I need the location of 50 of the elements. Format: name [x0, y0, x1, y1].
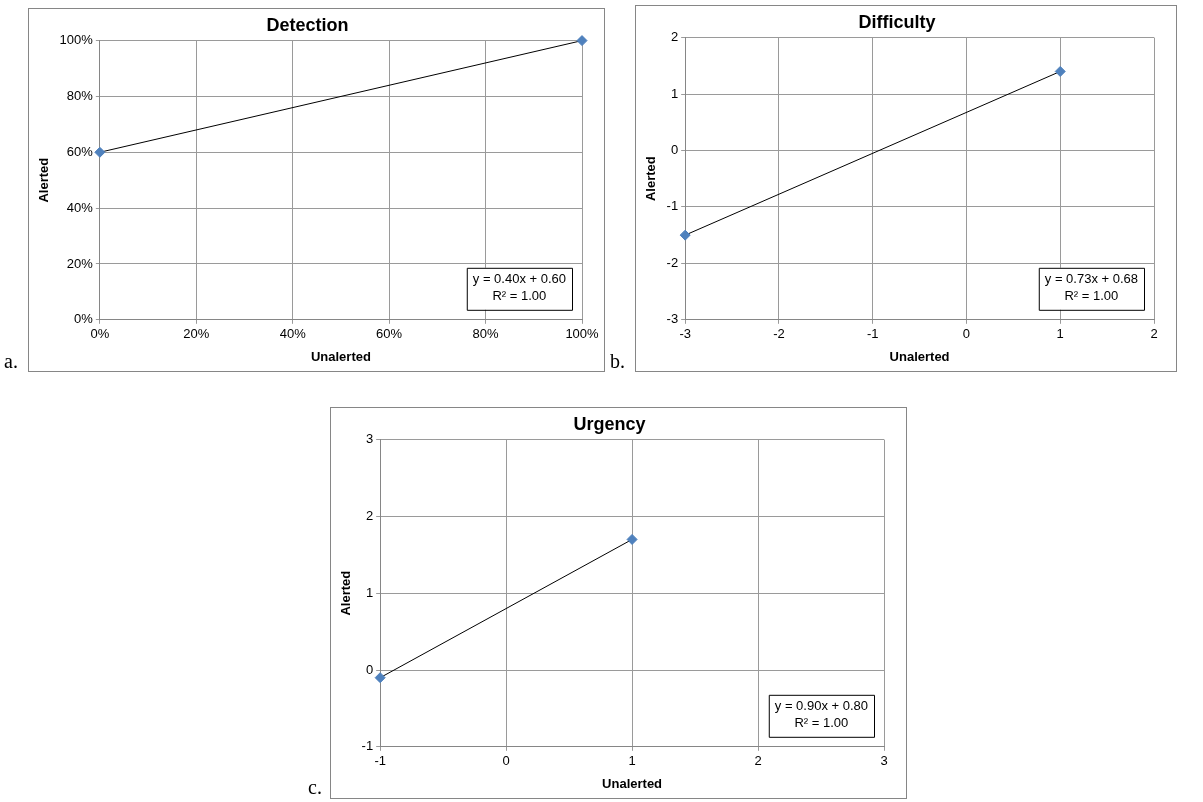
y-axis-title: Alerted — [36, 157, 52, 203]
y-tick-label: 0 — [670, 142, 679, 158]
x-tick-label: 2 — [1150, 326, 1158, 342]
x-axis-title: Unalerted — [310, 348, 371, 364]
x-axis-title: Unalerted — [889, 348, 950, 364]
y-tick-label: 100% — [59, 32, 94, 48]
y-tick-label: 1 — [365, 584, 374, 600]
annotation: R² = 1.00 — [1064, 287, 1119, 303]
y-axis-title: Alerted — [338, 570, 354, 616]
x-tick-label: 100% — [565, 326, 600, 342]
y-tick-label: 1 — [670, 85, 679, 101]
annotation: y = 0.40x + 0.60 — [472, 270, 566, 286]
x-tick-label: 20% — [183, 326, 210, 342]
x-tick-label: 0% — [90, 326, 110, 342]
y-tick-label: 3 — [365, 431, 374, 447]
y-tick-label: 80% — [66, 88, 94, 104]
text: a. — [4, 350, 18, 373]
y-tick-label: 40% — [66, 199, 94, 215]
annotation: R² = 1.00 — [794, 714, 849, 730]
chart-title: Difficulty — [858, 11, 936, 32]
annotation: R² = 1.00 — [492, 287, 547, 303]
x-tick-label: 1 — [1056, 326, 1064, 342]
x-tick-label: 60% — [376, 326, 403, 342]
x-axis-title: Unalerted — [602, 775, 663, 791]
x-tick-label: 40% — [279, 326, 307, 342]
y-tick-label: 2 — [365, 507, 374, 523]
y-tick-label: -1 — [666, 198, 679, 214]
chart-title: Urgency — [573, 413, 646, 434]
y-axis-title: Alerted — [643, 156, 659, 202]
annotation: y = 0.90x + 0.80 — [774, 697, 868, 713]
x-tick-label: 2 — [754, 753, 762, 769]
x-tick-label: 3 — [880, 753, 888, 769]
y-tick-label: 2 — [670, 29, 679, 45]
x-tick-label: -2 — [773, 326, 785, 342]
x-tick-label: 0 — [502, 753, 510, 769]
y-tick-label: 0% — [74, 311, 94, 327]
text: b. — [610, 350, 625, 373]
y-tick-label: -2 — [666, 254, 679, 270]
x-tick-label: -1 — [866, 326, 879, 342]
y-tick-label: -1 — [361, 738, 374, 754]
y-tick-label: 0 — [365, 661, 374, 677]
x-tick-label: 80% — [472, 326, 500, 342]
x-tick-label: 0 — [962, 326, 971, 342]
chart-title: Detection — [266, 14, 349, 35]
y-tick-label: 60% — [66, 143, 94, 159]
x-tick-label: 1 — [628, 753, 636, 769]
annotation: y = 0.73x + 0.68 — [1044, 270, 1138, 286]
text: c. — [308, 776, 322, 799]
y-tick-label: -3 — [666, 311, 679, 327]
y-tick-label: 20% — [66, 255, 94, 271]
